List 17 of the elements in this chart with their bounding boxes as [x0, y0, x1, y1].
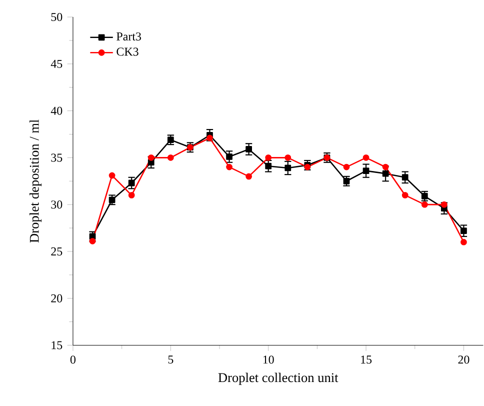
x-tick-label: 10: [263, 356, 274, 364]
legend-label: CK3: [116, 48, 138, 56]
legend-label: Part3: [116, 32, 142, 40]
x-tick-label: 0: [70, 356, 76, 364]
x-tick-label: 20: [458, 356, 470, 364]
y-tick-label: 30: [51, 200, 62, 209]
x-axis-title: Droplet collection unit: [218, 372, 338, 385]
y-tick-label: 45: [50, 60, 62, 68]
y-tick-label: 50: [51, 12, 62, 22]
y-tick-label: 20: [51, 294, 62, 302]
x-tick-label: 15: [361, 356, 372, 364]
y-axis-title: Droplet deposition / ml: [29, 120, 42, 243]
y-tick-label: 15: [52, 341, 62, 350]
y-tick-label: 25: [51, 247, 62, 256]
y-tick-label: 40: [50, 106, 62, 115]
x-tick-label: 5: [168, 356, 174, 364]
y-tick-label: 35: [51, 154, 62, 162]
